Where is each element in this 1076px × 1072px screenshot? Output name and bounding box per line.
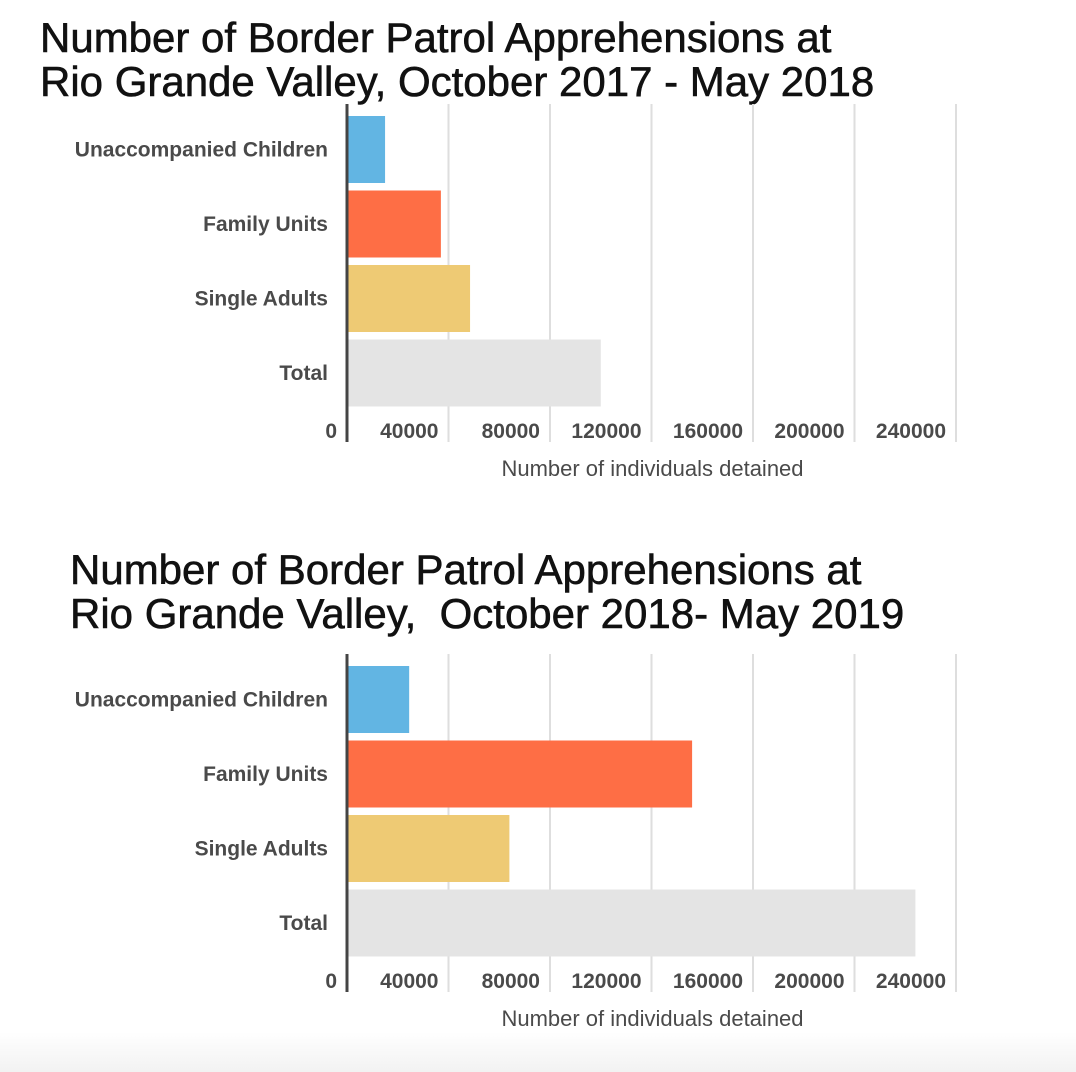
- tick-label-240000: 240000: [876, 970, 946, 993]
- bar-single-adults: [347, 265, 471, 332]
- tick-label-240000: 240000: [876, 420, 946, 443]
- chart-title: Number of Border Patrol Apprehensions at…: [40, 14, 875, 105]
- bar-chart-2017-2018: Unaccompanied Children Family Units Single…: [75, 104, 957, 481]
- x-axis-title: Number of individuals detained: [501, 456, 803, 481]
- category-label-unaccompanied-children: Unaccompanied Children: [75, 139, 328, 162]
- tick-label-200000: 200000: [774, 970, 844, 993]
- category-label-single-adults: Single Adults: [195, 288, 328, 311]
- tick-label-80000: 80000: [482, 970, 540, 993]
- bar-single-adults: [347, 815, 510, 882]
- category-label-single-adults: Single Adults: [195, 838, 328, 861]
- tick-label-160000: 160000: [673, 420, 743, 443]
- tick-label-0: 0: [325, 970, 337, 993]
- tick-label-0: 0: [325, 420, 337, 443]
- bar-unaccompanied-children: [347, 666, 410, 733]
- x-axis-title: Number of individuals detained: [501, 1006, 803, 1031]
- bar-family-units: [347, 190, 441, 258]
- chart-2018-2019: Number of Border Patrol Apprehensions at…: [0, 540, 1076, 1072]
- chart-title: Number of Border Patrol Apprehensions at…: [70, 546, 905, 637]
- tick-label-120000: 120000: [571, 970, 641, 993]
- tick-label-40000: 40000: [380, 970, 438, 993]
- bar-family-units: [347, 740, 693, 808]
- tick-label-200000: 200000: [774, 420, 844, 443]
- bar-chart-2018-2019: Unaccompanied Children Family Units Single…: [75, 654, 957, 1031]
- tick-label-120000: 120000: [571, 420, 641, 443]
- bar-total: [347, 889, 916, 957]
- category-label-total: Total: [279, 912, 328, 935]
- category-label-family-units: Family Units: [203, 763, 328, 786]
- bar-total: [347, 339, 601, 407]
- category-label-family-units: Family Units: [203, 213, 328, 236]
- tick-label-40000: 40000: [380, 420, 438, 443]
- chart-2017-2018: Number of Border Patrol Apprehensions at…: [0, 0, 1076, 520]
- category-label-total: Total: [279, 362, 328, 385]
- tick-label-160000: 160000: [673, 970, 743, 993]
- tick-label-80000: 80000: [482, 420, 540, 443]
- bar-unaccompanied-children: [347, 116, 386, 183]
- category-label-unaccompanied-children: Unaccompanied Children: [75, 689, 328, 712]
